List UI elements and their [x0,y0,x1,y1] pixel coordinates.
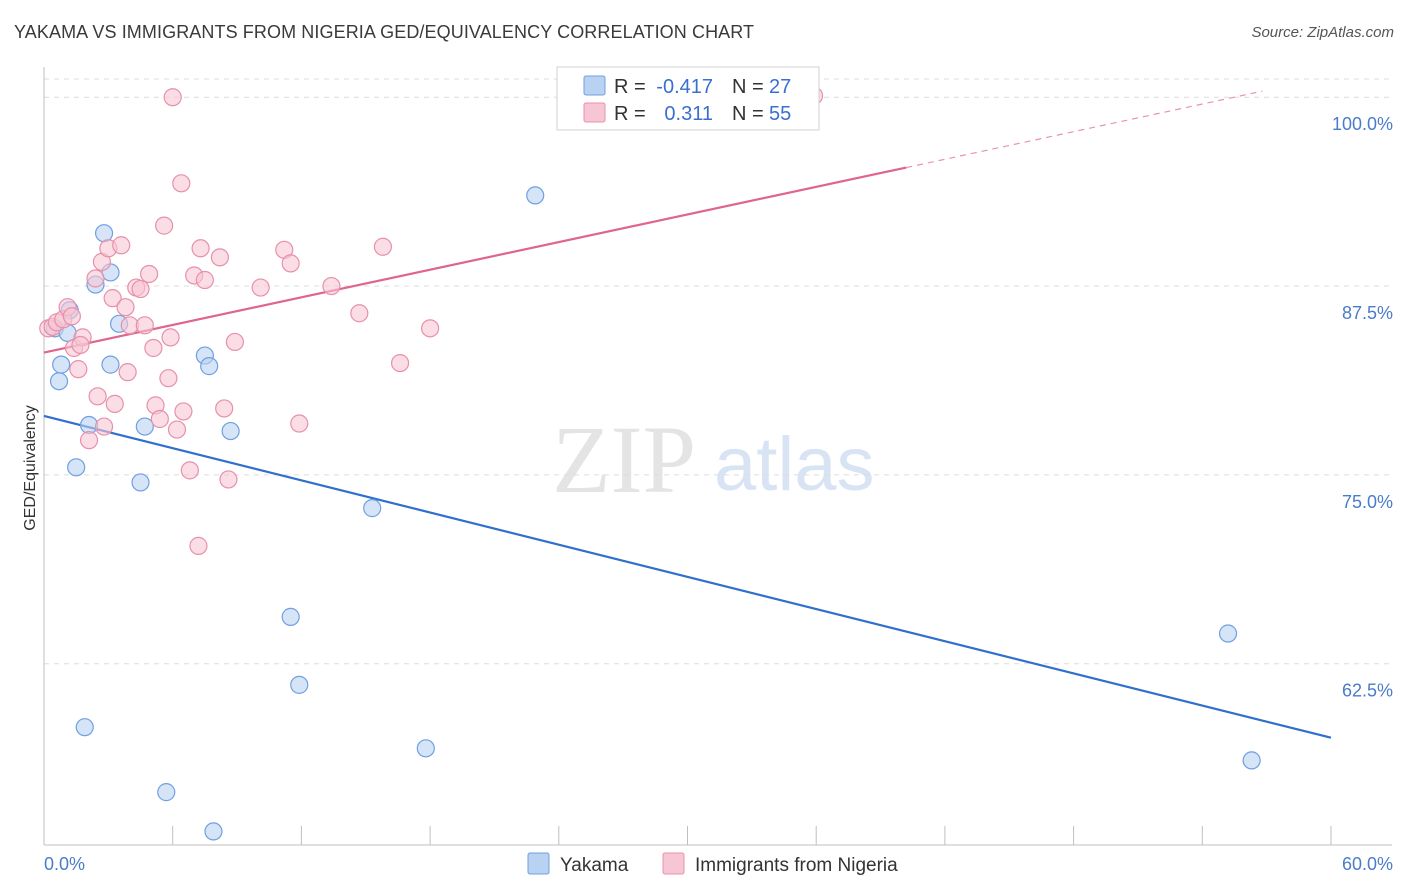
nigeria-point [322,276,341,296]
yakama-point [101,355,120,374]
nigeria-point [172,174,191,193]
yakama-point [135,417,154,436]
nigeria-point [86,269,105,288]
nigeria-point [421,319,440,338]
yakama-point [157,783,176,802]
y-axis-label: GED/Equivalency [22,405,39,530]
nigeria-point [116,298,135,317]
nigeria-point [163,88,182,107]
nigeria-point [159,369,178,388]
nigeria-point [191,239,210,258]
legend-r-value: 0.311 [664,103,713,125]
yakama-point [67,458,86,477]
nigeria-point [62,307,81,326]
yakama-point [416,739,435,758]
nigeria-point [290,414,309,433]
nigeria-point [215,399,234,418]
legend-n-value: 55 [769,103,791,125]
legend-r-value: -0.417 [656,76,713,98]
y-tick-label: 62.5% [1342,681,1393,701]
bottom-legend-label: Yakama [560,855,629,876]
bottom-legend-swatch [662,852,685,875]
nigeria-point [79,431,99,450]
yakama-point [52,355,71,374]
yakama-point [1218,624,1238,643]
trend-line-solid [43,166,907,354]
nigeria-point [281,254,300,273]
nigeria-point [189,536,208,555]
y-tick-label: 75.0% [1342,492,1393,512]
nigeria-point [373,237,393,256]
x-tick-label-min: 0.0% [44,854,85,874]
legend-r-label: R = [614,76,646,98]
nigeria-point [161,328,180,347]
nigeria-point [219,470,238,489]
y-tick-label: 87.5% [1342,303,1393,323]
nigeria-point [88,387,107,406]
yakama-point [79,415,99,435]
nigeria-point [167,420,187,439]
nigeria-point [103,289,122,308]
bottom-legend-swatch [527,852,550,875]
nigeria-point [144,338,163,358]
nigeria-point [350,304,369,323]
legend-box: R = -0.417 N = 27 R = 0.311 N = 55 [556,66,820,131]
bottom-legend-label: Immigrants from Nigeria [695,855,898,876]
nigeria-point [210,248,229,267]
nigeria-point [71,335,90,355]
watermark-atlas: atlas [714,422,875,507]
chart-title: YAKAMA VS IMMIGRANTS FROM NIGERIA GED/EQ… [14,22,755,42]
nigeria-point [195,270,214,290]
yakama-point [75,718,94,737]
watermark: ZIP atlas [552,406,875,513]
yakama-point [1242,751,1261,770]
axes: 62.5% 75.0% 87.5% 100.0% 0.0% 60.0% [43,67,1393,874]
legend-r-label: R = [614,103,646,125]
legend-n-label: N = [732,76,764,98]
nigeria-point [118,363,137,382]
nigeria-point [174,402,193,421]
legend-swatch [583,102,606,123]
nigeria-point [69,360,88,379]
nigeria-point [94,417,114,436]
yakama-point [200,357,219,376]
nigeria-point [150,409,169,429]
yakama-point [49,372,69,391]
yakama-point [363,499,382,518]
nigeria-point [155,216,174,235]
nigeria-point [225,332,245,352]
yakama-point [526,186,545,205]
nigeria-point [251,278,270,297]
watermark-zip: ZIP [552,406,696,513]
nigeria-point [390,353,410,373]
nigeria-point [140,264,159,284]
yakama-point [221,421,240,441]
trend-line-dashed [906,90,1263,169]
yakama-point [204,822,223,841]
yakama-point [290,675,309,694]
nigeria-point [180,461,199,480]
yakama-point [94,224,114,243]
nigeria-point [131,279,150,299]
bottom-legend: Yakama Immigrants from Nigeria [527,852,898,876]
legend-n-label: N = [732,103,764,125]
nigeria-point [112,236,131,255]
yakama-point [281,607,300,626]
nigeria-point [135,316,154,335]
trend-line [43,414,1332,739]
nigeria-point [105,394,124,413]
trend-lines [43,90,1332,739]
y-tick-label: 100.0% [1332,114,1393,134]
grid-lines [44,78,1392,665]
x-tick-label-max: 60.0% [1342,854,1393,874]
yakama-point [131,473,150,492]
source-label: Source: ZipAtlas.com [1251,24,1394,41]
legend-n-value: 27 [769,76,791,98]
legend-swatch [583,75,606,96]
data-points [39,86,1261,841]
